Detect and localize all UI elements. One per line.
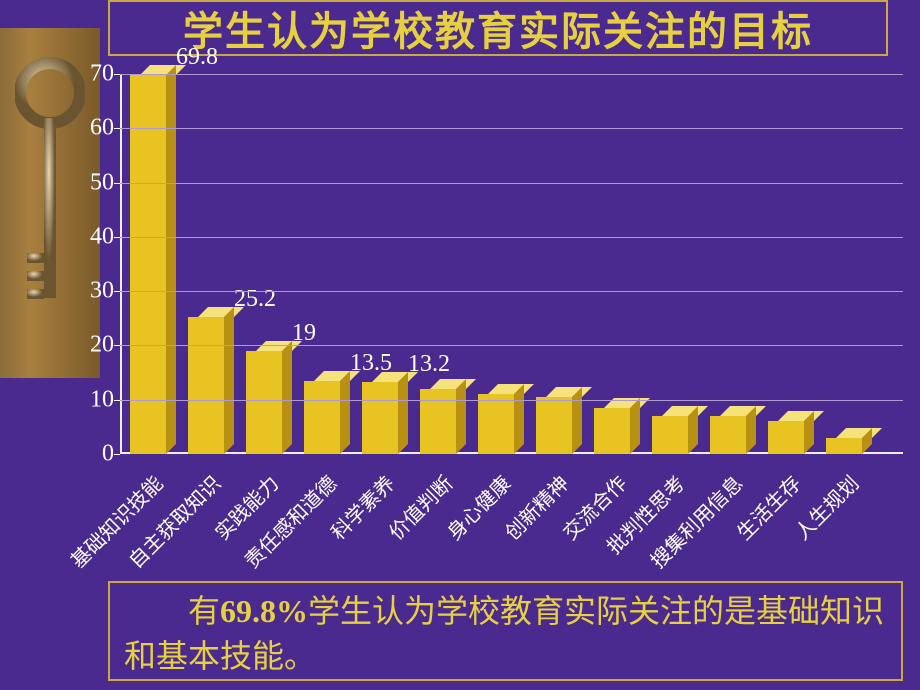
bar-top (430, 379, 476, 389)
y-tick-label: 40 (90, 223, 114, 250)
caption-box: 有69.8%学生认为学校教育实际关注的是基础知识和基本技能。 (108, 581, 903, 681)
bar (768, 421, 804, 454)
bar (130, 75, 166, 454)
bar-front (536, 397, 572, 454)
bar-front (246, 351, 282, 454)
bar-side (340, 371, 350, 454)
gridline (120, 237, 903, 238)
y-tick-label: 0 (102, 441, 114, 468)
bar-side (630, 398, 640, 454)
bar-front (594, 408, 630, 454)
bar-side (282, 341, 292, 454)
bar-front (826, 438, 862, 454)
bar (304, 381, 340, 454)
bar (246, 351, 282, 454)
gridline (120, 291, 903, 292)
bar (362, 382, 398, 454)
bar-side (224, 307, 234, 454)
y-tick-mark (114, 237, 120, 238)
bar-side (804, 411, 814, 454)
bar-side (746, 406, 756, 454)
bars-container: 69.825.21913.513.2 (120, 74, 903, 454)
bar-front (130, 75, 166, 454)
bar-top (720, 406, 766, 416)
caption-text: 有69.8%学生认为学校教育实际关注的是基础知识和基本技能。 (124, 589, 887, 679)
bar-side (456, 379, 466, 454)
bar (536, 397, 572, 454)
bar-top (546, 387, 592, 397)
gridline (120, 183, 903, 184)
value-label: 13.2 (408, 351, 450, 378)
bar-front (652, 416, 688, 454)
caption-prefix: 有 (188, 593, 220, 629)
y-tick-label: 50 (90, 169, 114, 196)
bar (826, 438, 862, 454)
caption-percent: 69.8% (220, 593, 308, 629)
y-tick-mark (114, 291, 120, 292)
gridline (120, 400, 903, 401)
bar-front (304, 381, 340, 454)
bar-top (488, 384, 534, 394)
y-tick-mark (114, 454, 120, 455)
y-tick-mark (114, 400, 120, 401)
bar-front (768, 421, 804, 454)
y-tick-label: 20 (90, 332, 114, 359)
bar-top (662, 406, 708, 416)
bar-front (420, 389, 456, 454)
bar (652, 416, 688, 454)
x-labels: 基础知识技能自主获取知识实践能力责任感和道德科学素养价值判断身心健康创新精神交流… (120, 458, 903, 588)
value-label: 19 (292, 320, 316, 347)
gridline (120, 128, 903, 129)
bar-side (572, 387, 582, 454)
y-tick-mark (114, 183, 120, 184)
title-box: 学生认为学校教育实际关注的目标 (108, 0, 888, 56)
bar-front (478, 394, 514, 454)
bar (710, 416, 746, 454)
bar-front (362, 382, 398, 454)
y-tick-label: 70 (90, 61, 114, 88)
bar (594, 408, 630, 454)
y-tick-label: 60 (90, 115, 114, 142)
value-label: 69.8 (176, 44, 218, 71)
bar-chart: 69.825.21913.513.2 010203040506070 基础知识技… (60, 60, 910, 590)
gridline (120, 74, 903, 75)
bar-front (188, 317, 224, 454)
bar (420, 389, 456, 454)
y-tick-mark (114, 345, 120, 346)
bar (478, 394, 514, 454)
page-title: 学生认为学校教育实际关注的目标 (183, 0, 813, 57)
bar-top (778, 411, 824, 421)
bar-front (710, 416, 746, 454)
y-tick-mark (114, 74, 120, 75)
y-tick-mark (114, 128, 120, 129)
bar-side (166, 65, 176, 454)
plot-area: 69.825.21913.513.2 010203040506070 (120, 74, 903, 454)
bar-side (688, 406, 698, 454)
gridline (120, 345, 903, 346)
bar (188, 317, 224, 454)
y-tick-label: 10 (90, 386, 114, 413)
bar-side (514, 384, 524, 454)
y-tick-label: 30 (90, 278, 114, 305)
bar-top (836, 428, 882, 438)
bar-side (398, 372, 408, 454)
